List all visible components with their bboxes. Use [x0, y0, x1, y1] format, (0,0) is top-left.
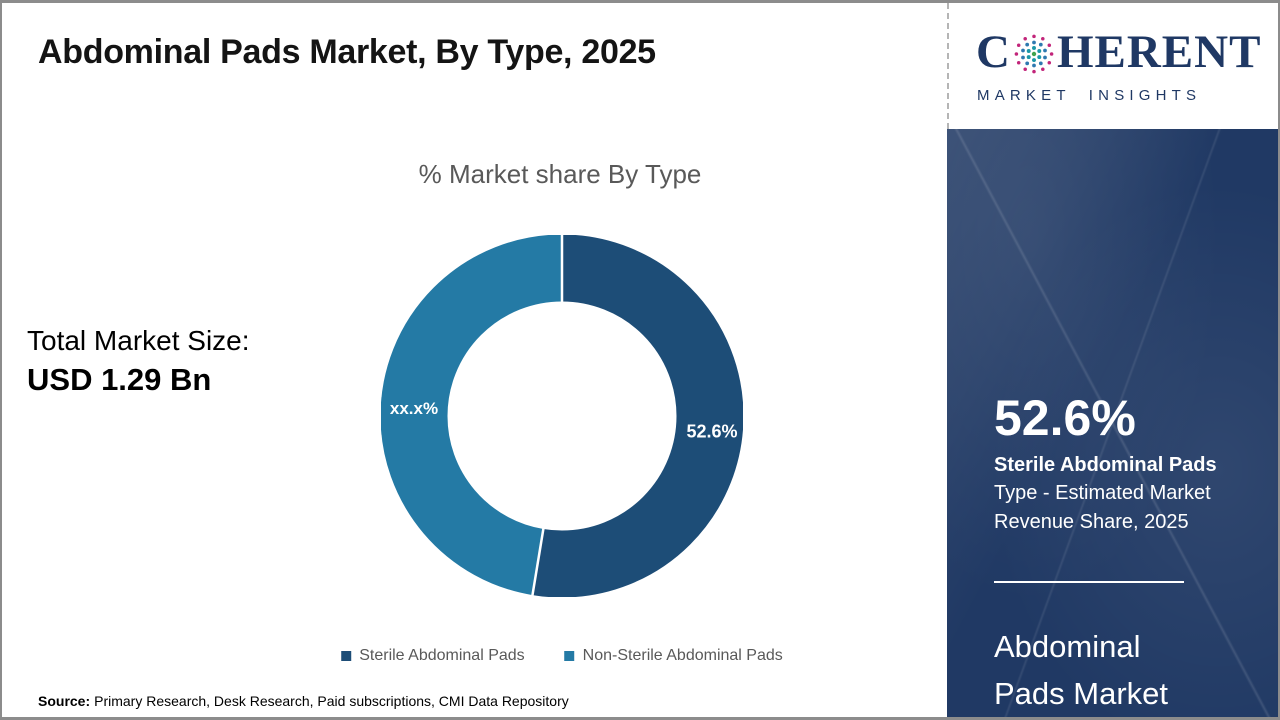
- sidebar-stat-value: 52.6%: [994, 390, 1136, 446]
- sidebar-market-name-line2: Pads Market: [994, 676, 1169, 711]
- legend-swatch-non-sterile: [564, 651, 575, 661]
- sidebar-market-name: Abdominal Pads Market: [994, 623, 1168, 717]
- logo-subtitle: MARKET INSIGHTS: [977, 87, 1202, 104]
- slice-label-sterile: 52.6%: [686, 421, 738, 442]
- logo-letter-c: C: [976, 26, 1011, 78]
- cmi-globe-icon: [1014, 34, 1054, 73]
- cmi-logo: C HEREN: [976, 29, 1261, 76]
- logo-letters-herent: HERENT: [1056, 26, 1262, 78]
- legend-item-non-sterile: Non-Sterile Abdominal Pads: [564, 647, 783, 665]
- sidebar-market-name-line1: Abdominal: [994, 629, 1141, 664]
- source-label: Source:: [38, 693, 91, 709]
- legend-swatch-sterile: [341, 651, 352, 661]
- sidebar-divider: [994, 581, 1184, 583]
- sidebar-stat-desc-line3: Revenue Share, 2025: [994, 511, 1189, 533]
- legend-label-sterile: Sterile Abdominal Pads: [359, 647, 525, 664]
- donut-chart: 52.6% xx.x%: [380, 234, 744, 598]
- legend-item-sterile: Sterile Abdominal Pads: [341, 647, 525, 665]
- logo-block: C HEREN: [949, 3, 1278, 129]
- logo-dashed-separator: [947, 3, 949, 129]
- total-market-size-value: USD 1.29 Bn: [27, 362, 212, 397]
- sidebar-stat-desc-line2: Type - Estimated Market: [994, 482, 1211, 504]
- total-market-size-label: Total Market Size:: [27, 325, 250, 356]
- chart-title: % Market share By Type: [418, 159, 702, 189]
- source-line: Source: Primary Research, Desk Research, …: [38, 693, 569, 709]
- slice-label-non-sterile: xx.x%: [389, 399, 439, 418]
- donut-chart-svg: [380, 234, 744, 598]
- sidebar-stat-title: Sterile Abdominal Pads: [994, 454, 1217, 476]
- slice-separator-bottom: [531, 527, 545, 596]
- legend-label-non-sterile: Non-Sterile Abdominal Pads: [582, 647, 783, 664]
- source-text: Primary Research, Desk Research, Paid su…: [94, 693, 569, 709]
- chart-legend: Sterile Abdominal Pads Non-Sterile Abdom…: [341, 647, 783, 665]
- total-market-size-block: Total Market Size: USD 1.29 Bn: [27, 325, 250, 398]
- sidebar: 52.6% Sterile Abdominal Pads Type - Esti…: [947, 129, 1278, 717]
- page-title: Abdominal Pads Market, By Type, 2025: [38, 33, 656, 71]
